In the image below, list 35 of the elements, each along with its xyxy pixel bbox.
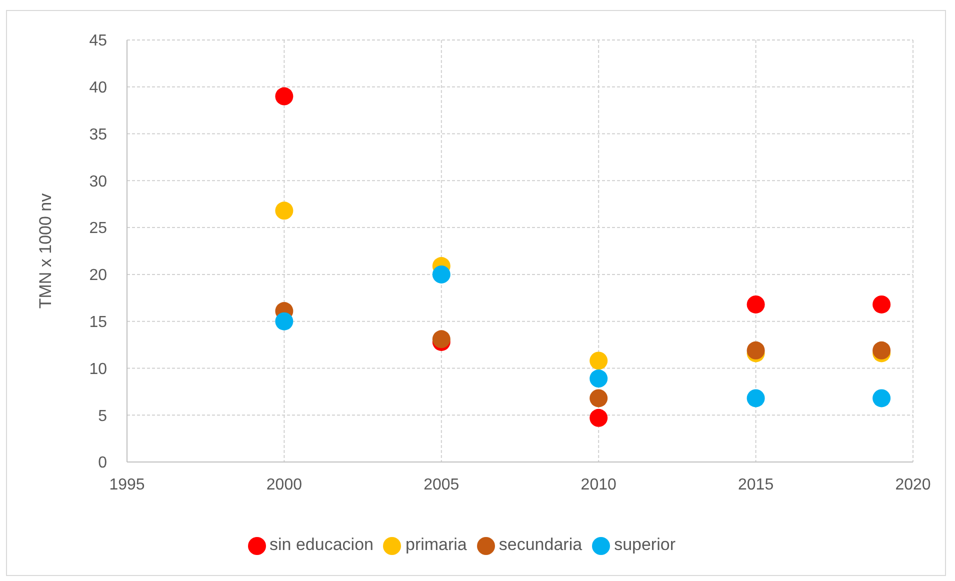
point [872, 389, 891, 408]
point [746, 295, 765, 314]
legend-label: sin educacion [270, 535, 374, 554]
y-tick-label: 30 [89, 173, 108, 190]
y-tick-label: 40 [89, 80, 108, 97]
point [275, 312, 294, 330]
y-tick-label: 15 [89, 314, 108, 332]
point [432, 265, 450, 284]
x-tick-label: 1995 [109, 476, 145, 494]
y-tick-label: 5 [98, 408, 108, 425]
legend-label: superior [614, 535, 676, 554]
point [746, 389, 765, 408]
x-tick-label: 2020 [895, 476, 931, 494]
y-tick-label: 45 [89, 32, 108, 50]
x-tick-label: 2005 [424, 476, 460, 494]
point [872, 295, 891, 314]
y-axis-title: TMN x 1000 nv [36, 192, 56, 309]
point [275, 87, 294, 106]
y-tick-label: 0 [98, 454, 108, 472]
y-tick-label: 35 [89, 126, 108, 144]
point [590, 370, 608, 388]
point [590, 389, 608, 408]
x-tick-label: 2015 [738, 476, 774, 494]
x-tick-label: 2010 [580, 476, 616, 494]
y-tick-label: 25 [89, 220, 108, 238]
point [275, 202, 294, 220]
point [872, 341, 891, 360]
point [590, 352, 608, 370]
legend-label: primaria [405, 535, 467, 554]
y-tick-label: 20 [89, 267, 108, 284]
x-tick-label: 2000 [266, 476, 302, 494]
point [590, 408, 608, 427]
y-tick-label: 10 [89, 360, 108, 378]
point [746, 341, 765, 360]
legend-label: secundaria [498, 535, 582, 554]
